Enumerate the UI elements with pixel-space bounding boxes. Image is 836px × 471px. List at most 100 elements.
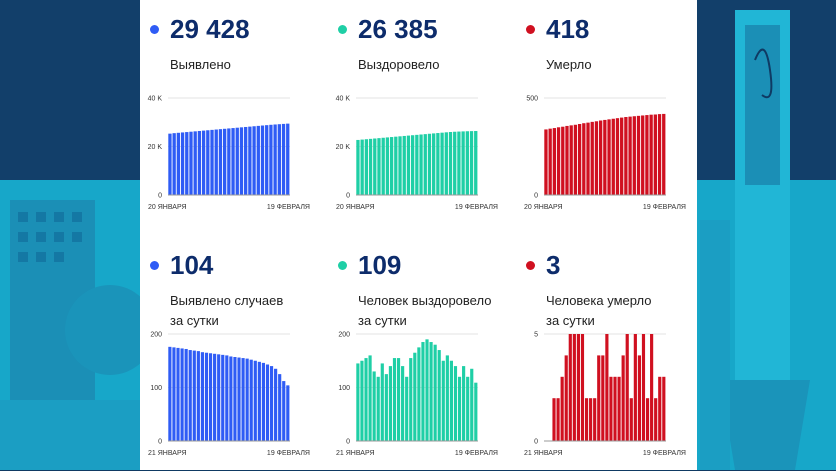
- bar: [440, 132, 444, 195]
- bar: [474, 131, 478, 195]
- bar: [208, 353, 213, 441]
- bar: [210, 129, 214, 195]
- bar: [417, 347, 421, 441]
- bar: [286, 385, 290, 441]
- bar: [168, 346, 172, 441]
- bar: [176, 132, 181, 195]
- bar: [237, 357, 241, 441]
- bar: [470, 368, 474, 441]
- bar: [269, 124, 273, 195]
- bar: [372, 371, 376, 441]
- bar: [620, 117, 624, 195]
- bar: [437, 350, 441, 441]
- bar: [206, 130, 210, 195]
- bar: [427, 133, 432, 195]
- bar: [572, 334, 576, 441]
- total-recovered-chart: 0 20 K 40 K 20 ЯНВАРЯ 19 ФЕВРАЛЯ: [336, 96, 498, 212]
- series-dot: [338, 261, 347, 270]
- bar: [607, 119, 611, 195]
- bar: [466, 376, 470, 441]
- bar: [196, 351, 200, 441]
- bar: [429, 342, 433, 441]
- bar: [465, 131, 469, 195]
- daily-cases-label: Выявлено случаев за сутки: [170, 293, 284, 328]
- bar: [244, 126, 248, 195]
- bar: [650, 334, 654, 441]
- bar: [654, 398, 658, 441]
- bar: [584, 398, 589, 441]
- bar: [197, 130, 202, 195]
- bar: [564, 355, 568, 441]
- y-tick-label: 0: [534, 439, 538, 446]
- bar: [645, 115, 649, 195]
- bar: [384, 374, 388, 441]
- bar: [405, 376, 409, 441]
- total-deaths-label: Умерло: [546, 57, 592, 72]
- bar: [597, 355, 601, 441]
- bar: [423, 134, 427, 195]
- bar: [657, 114, 662, 195]
- bar: [645, 398, 650, 441]
- y-tick-label: 5: [534, 332, 538, 339]
- bar: [278, 374, 282, 441]
- bar: [658, 376, 662, 441]
- card-daily-deaths: 3 Человека умерло за сутки 0 5 21 ЯНВАРЯ 19…: [516, 236, 701, 471]
- bar: [406, 135, 411, 195]
- x-tick-label: 20 ЯНВАРЯ: [148, 204, 187, 211]
- bar: [603, 119, 607, 195]
- bar: [453, 131, 457, 195]
- bar: [421, 342, 425, 441]
- bar: [398, 136, 402, 195]
- bar: [213, 353, 217, 441]
- bar: [436, 133, 440, 195]
- daily-recovered-value: 109: [358, 250, 402, 280]
- bar: [265, 364, 270, 441]
- y-tick-label: 200: [150, 332, 162, 339]
- bar: [227, 128, 231, 195]
- bar: [377, 138, 381, 195]
- bar: [401, 366, 405, 441]
- series-dot: [526, 25, 535, 34]
- bar: [410, 135, 415, 195]
- bar: [621, 355, 625, 441]
- bar: [180, 132, 185, 195]
- x-tick-label: 20 ЯНВАРЯ: [336, 204, 375, 211]
- bar: [269, 366, 274, 441]
- bar: [556, 127, 561, 195]
- bar: [590, 121, 594, 195]
- bar: [218, 129, 223, 195]
- bar: [217, 354, 221, 441]
- bar: [281, 123, 286, 195]
- bar: [192, 350, 196, 441]
- bar: [449, 360, 453, 441]
- bar: [185, 132, 189, 195]
- y-tick-label: 0: [346, 439, 350, 446]
- daily-cases-value: 104: [170, 250, 214, 280]
- bar: [448, 131, 453, 195]
- bar: [569, 125, 573, 195]
- bar: [624, 117, 628, 195]
- series-dot: [526, 261, 535, 270]
- bar: [214, 129, 218, 195]
- y-tick-label: 0: [534, 193, 538, 200]
- bar: [577, 123, 582, 195]
- bar: [241, 358, 245, 441]
- bar: [560, 376, 564, 441]
- bar: [201, 130, 206, 195]
- bar: [469, 131, 474, 195]
- bar: [402, 135, 406, 195]
- y-tick-label: 0: [346, 193, 350, 200]
- bar: [580, 334, 585, 441]
- series-dot: [150, 261, 159, 270]
- x-tick-label: 21 ЯНВАРЯ: [336, 450, 375, 457]
- bar: [249, 359, 253, 441]
- card-total-deaths: 418 Умерло 0 500 20 ЯНВАРЯ 19 ФЕВРАЛЯ: [516, 0, 701, 235]
- bar: [556, 398, 560, 441]
- bar: [598, 120, 603, 195]
- bar: [589, 398, 593, 441]
- bar: [425, 339, 429, 441]
- bar: [544, 129, 548, 195]
- bar: [586, 122, 590, 195]
- bar: [200, 352, 204, 441]
- bar: [625, 334, 629, 441]
